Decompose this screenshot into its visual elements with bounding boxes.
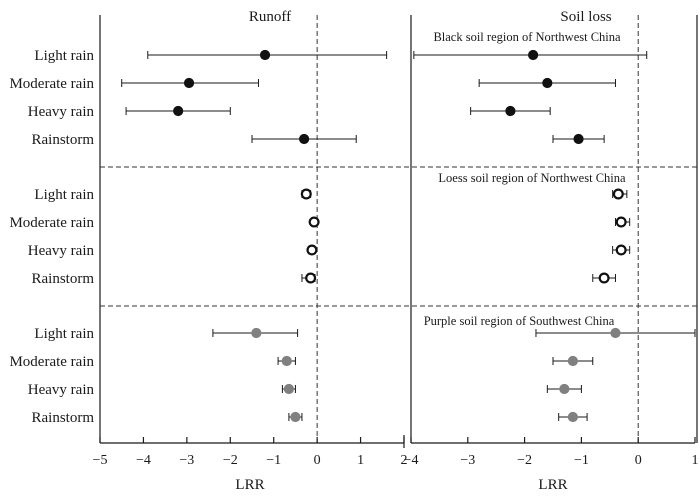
soil-loss-mean-point [528,49,539,61]
runoff-mean-point [173,105,184,117]
soil-loss-mean-point [573,133,584,145]
runoff-tick-label: 1 [357,453,364,468]
runoff-mean-point [281,355,292,367]
soil-loss-mean-point [612,188,624,200]
soil-loss-tick-label: −4 [404,453,419,468]
group-separators [100,166,697,307]
soil-loss-mean-point [559,383,570,395]
runoff-mean-point [306,244,318,256]
soil-loss-tick-label: −3 [460,453,475,468]
category-label: Rainstorm [32,132,95,148]
soil-loss-mean-point [615,244,627,256]
region-labels: Black soil region of Northwest China Loes… [424,30,626,328]
runoff-mean-point [251,327,262,339]
soil-loss-mean-point [567,355,578,367]
category-label: Moderate rain [9,215,94,231]
soil-loss-panel-title: Soil loss [560,9,611,25]
runoff-mean-point [305,272,317,284]
runoff-tick-label: −1 [266,453,281,468]
category-label: Rainstorm [32,410,95,426]
runoff-mean-point [308,216,320,228]
category-label: Moderate rain [9,76,94,92]
runoff-mean-point [299,133,310,145]
runoff-mean-point [183,77,195,89]
region-label: Loess soil region of Northwest China [438,171,626,185]
runoff-tick-label: −2 [223,453,238,468]
soil-loss-mean-point [542,77,553,89]
runoff-mean-point [290,411,301,423]
soil-loss-tick-label: 0 [635,453,642,468]
soil-loss-mean-point [610,327,621,339]
category-label: Light rain [34,48,94,64]
category-labels: Light rain Moderate rain Heavy rain Rainsto… [9,48,94,426]
runoff-mean-point [283,383,295,395]
runoff-tick-label: 0 [314,453,321,468]
runoff-mean-point [300,188,312,200]
category-label: Heavy rain [28,104,95,120]
runoff-mean-point [259,49,271,61]
category-label: Light rain [34,187,94,203]
category-label: Heavy rain [28,243,95,259]
soil-loss-tick-label: −1 [574,453,589,468]
soil-loss-mean-point [505,105,516,117]
region-label: Black soil region of Northwest China [433,30,621,44]
runoff-tick-label: −3 [179,453,194,468]
soil-loss-x-axis-label: LRR [538,477,567,493]
zero-reference-lines [316,15,639,443]
x-axis-ticks: −5 −4 −3 −2 −1 0 1 2−4 −3 −2 −1 0 1 [93,437,699,468]
category-label: Moderate rain [9,354,94,370]
category-label: Rainstorm [32,271,95,287]
data-marks [121,49,696,423]
axes-frame [99,15,698,448]
category-label: Heavy rain [28,382,95,398]
runoff-tick-label: −4 [136,453,151,468]
region-label: Purple soil region of Southwest China [424,314,615,328]
soil-loss-mean-point [615,216,627,228]
category-label: Light rain [34,326,94,342]
soil-loss-mean-point [598,272,610,284]
soil-loss-tick-label: −2 [517,453,532,468]
soil-loss-mean-point [567,411,578,423]
runoff-tick-label: −5 [93,453,108,468]
soil-loss-tick-label: 1 [692,453,699,468]
runoff-tick-label: 2 [401,453,408,468]
runoff-panel-title: Runoff [249,9,291,25]
runoff-x-axis-label: LRR [235,477,264,493]
